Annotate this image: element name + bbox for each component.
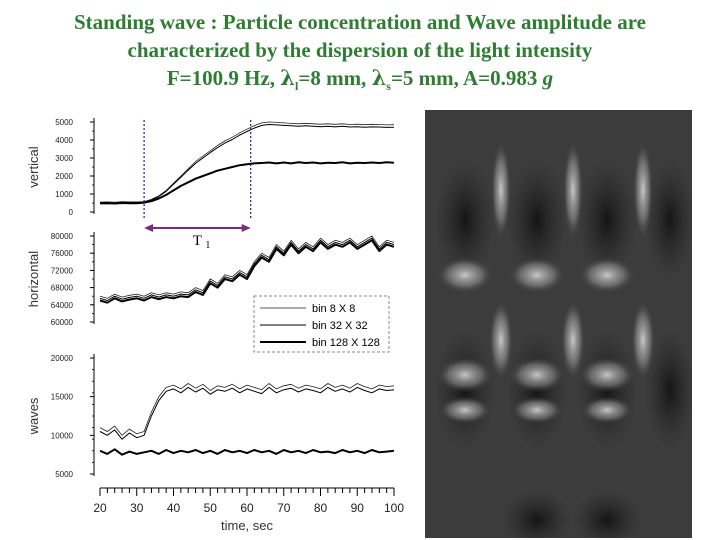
x-tick-label: 40 — [167, 501, 181, 515]
series-line-2 — [99, 237, 395, 301]
x-tick-label: 80 — [314, 501, 328, 515]
y-tick-label: 15000 — [51, 393, 74, 402]
period-arrow-head-right — [241, 224, 251, 232]
y-axis-label: waves — [26, 397, 41, 435]
y-tick-label: 72000 — [51, 266, 74, 275]
lambda-symbol: λ — [280, 65, 296, 90]
title-frequency: F=100.9 Hz, — [166, 66, 281, 90]
x-tick-label: 60 — [240, 501, 254, 515]
x-tick-label: 20 — [93, 501, 107, 515]
x-axis-label: time, sec — [221, 518, 274, 533]
legend-label-3: bin 128 X 128 — [312, 337, 380, 349]
y-axis-label: horizontal — [26, 251, 41, 307]
series-line-1 — [99, 235, 395, 299]
x-tick-label: 30 — [130, 501, 144, 515]
y-tick-label: 2000 — [55, 172, 73, 181]
series-line-3 — [99, 161, 395, 205]
y-tick-label: 5000 — [55, 118, 73, 127]
series-line-1 — [99, 121, 395, 203]
title-line-3: F=100.9 Hz, λl=8 mm, λs=5 mm, A=0.983 g — [0, 64, 720, 100]
lambda-l-subscript: l — [295, 79, 299, 94]
y-tick-label: 1000 — [55, 190, 73, 199]
slide-title: Standing wave : Particle concentration a… — [0, 8, 720, 100]
lambda-s-subscript: s — [386, 79, 391, 94]
y-tick-label: 60000 — [51, 318, 74, 327]
series-line-2 — [99, 386, 395, 440]
y-tick-label: 20000 — [51, 354, 74, 363]
y-tick-label: 3000 — [55, 154, 73, 163]
title-lambda-s-value: =5 mm, A=0.983 — [390, 66, 543, 90]
y-tick-label: 10000 — [51, 431, 74, 440]
period-annotation: T — [193, 233, 202, 249]
x-tick-label: 50 — [204, 501, 218, 515]
y-tick-label: 80000 — [51, 232, 74, 241]
x-tick-label: 90 — [351, 501, 365, 515]
legend-label-1: bin 8 X 8 — [312, 303, 355, 315]
lambda-symbol: λ — [371, 65, 387, 90]
x-tick-label: 100 — [384, 501, 404, 515]
x-tick-label: 70 — [277, 501, 291, 515]
series-line-1 — [99, 383, 395, 436]
legend-label-2: bin 32 X 32 — [312, 320, 368, 332]
period-arrow-head-left — [144, 224, 154, 232]
y-tick-label: 5000 — [55, 470, 73, 479]
standing-wave-photo — [425, 110, 692, 538]
title-line-2: characterized by the dispersion of the l… — [127, 38, 593, 62]
title-lambda-l-value: =8 mm, — [298, 66, 372, 90]
period-annotation-subscript: 1 — [205, 240, 210, 251]
y-axis-label: vertical — [26, 146, 41, 187]
series-line-3 — [99, 239, 395, 304]
y-tick-label: 0 — [69, 208, 74, 217]
title-line-1: Standing wave : Particle concentration a… — [73, 10, 647, 34]
series-line-3 — [99, 448, 395, 456]
y-tick-label: 76000 — [51, 249, 74, 258]
y-tick-label: 64000 — [51, 301, 74, 310]
time-series-chart: 500040003000200010000vertical80000760007… — [26, 118, 404, 533]
title-g-unit: g — [542, 66, 554, 90]
y-tick-label: 68000 — [51, 284, 74, 293]
y-tick-label: 4000 — [55, 136, 73, 145]
